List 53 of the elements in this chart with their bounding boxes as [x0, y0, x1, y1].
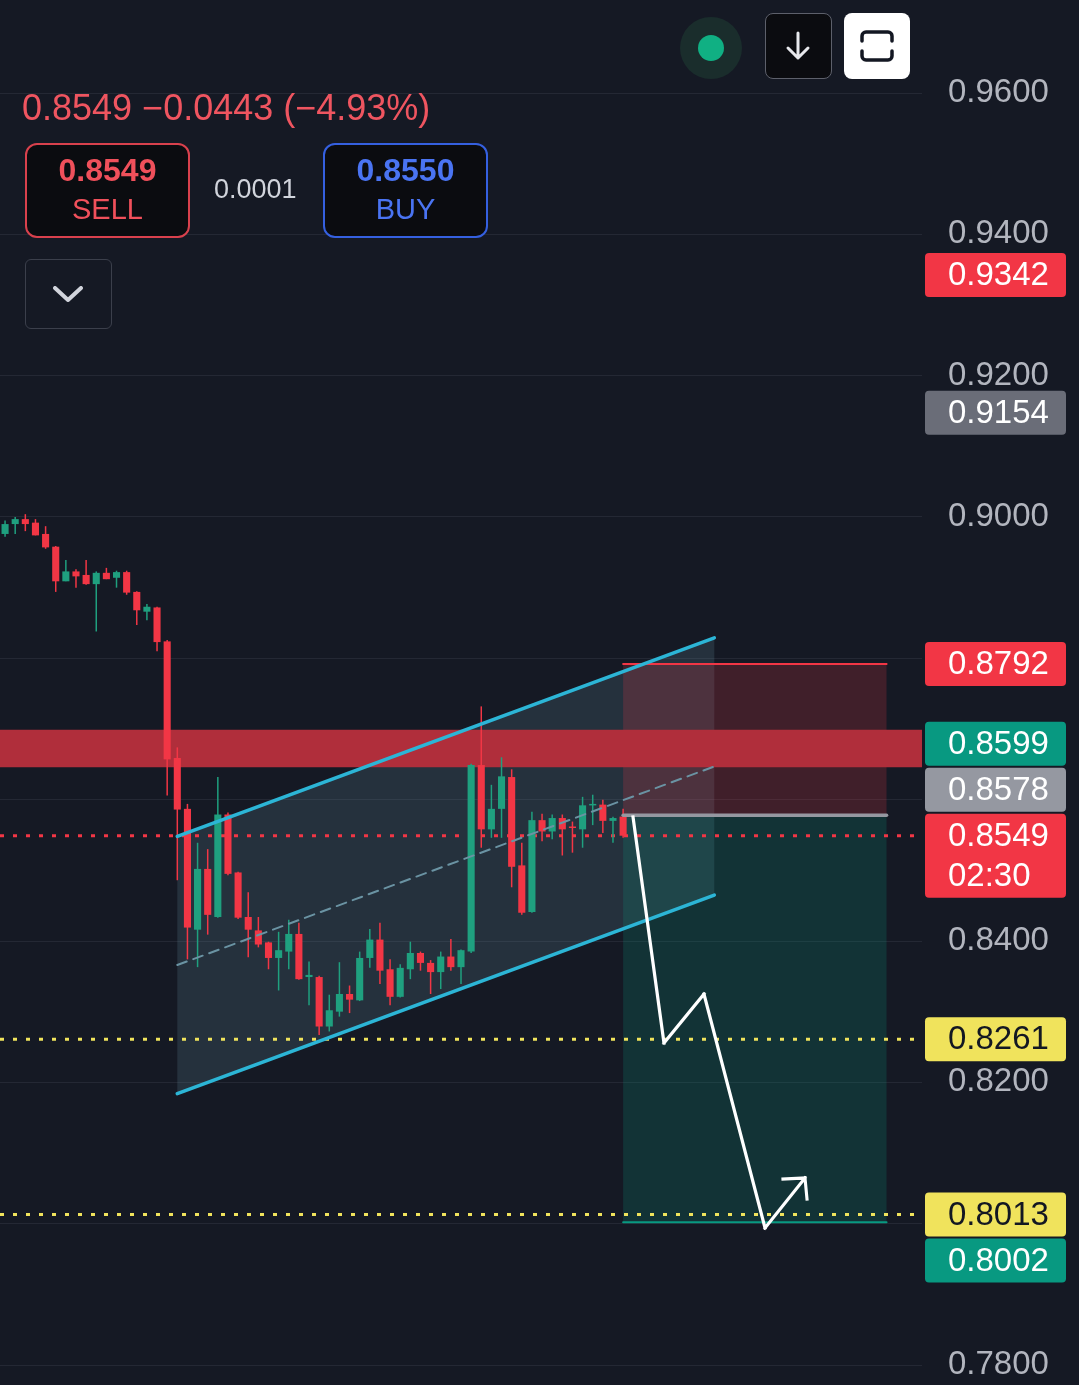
y-tick-label: 0.8200	[948, 1061, 1049, 1099]
candlestick	[335, 961, 343, 1018]
text: 02:30	[948, 855, 1031, 893]
candlestick	[42, 525, 50, 550]
data-label: 0.8792	[948, 644, 1049, 682]
candlestick	[264, 940, 273, 971]
ref-line-label: 0.8549	[948, 815, 1049, 853]
text: 0.8599	[948, 723, 1049, 761]
annotation: BUY	[374, 193, 437, 225]
candlestick	[487, 784, 495, 839]
y-tick-label: 0.7800	[948, 1344, 1049, 1382]
data-label: 0.8002	[948, 1240, 1049, 1278]
text: 0.9154	[948, 392, 1049, 430]
annotation: 0.8549	[57, 152, 158, 188]
candlestick	[416, 950, 425, 972]
y-tick-label: 0.9200	[948, 354, 1049, 392]
candlestick	[346, 984, 354, 1014]
annotation: SELL	[71, 193, 144, 225]
candlestick	[72, 568, 80, 589]
annotation: 0.8549 −0.0443 (−4.93%)	[22, 87, 431, 128]
candlestick	[437, 950, 445, 990]
y-tick-label: 0.8400	[948, 920, 1049, 958]
text: 0.9342	[948, 255, 1049, 293]
candlestick	[406, 940, 414, 980]
candlestick	[366, 928, 374, 969]
data-label: 0.8578	[948, 769, 1049, 807]
candlestick	[244, 891, 252, 958]
candlestick	[123, 569, 131, 596]
candlestick	[133, 590, 141, 626]
candlestick	[325, 993, 333, 1033]
candlestick	[82, 559, 90, 586]
candlestick	[275, 931, 283, 992]
candlestick	[143, 603, 151, 621]
buy-button: 0.8550 BUY	[323, 143, 488, 238]
y-tick-label: 0.9600	[948, 72, 1049, 110]
candlestick	[427, 959, 435, 995]
candlestick	[599, 798, 607, 834]
candlestick	[254, 916, 262, 949]
sell-button: 0.8549 SELL	[25, 143, 190, 238]
candlestick	[457, 948, 465, 985]
ref-line-label: 0.8013	[948, 1194, 1049, 1232]
ref-line-label: 0.8261	[948, 1019, 1049, 1057]
candlestick	[11, 516, 19, 535]
candlestick	[447, 938, 455, 972]
candlestick	[92, 570, 100, 633]
candlestick	[305, 960, 313, 1007]
y-tick-label: 0.9000	[948, 496, 1049, 534]
candlestick	[285, 919, 293, 971]
candlestick	[538, 813, 546, 843]
annotation: 0.8550	[355, 152, 456, 188]
y-tick-label: 0.9400	[948, 213, 1049, 251]
annotation: 0.0001	[214, 174, 297, 204]
candlestick	[609, 815, 617, 844]
